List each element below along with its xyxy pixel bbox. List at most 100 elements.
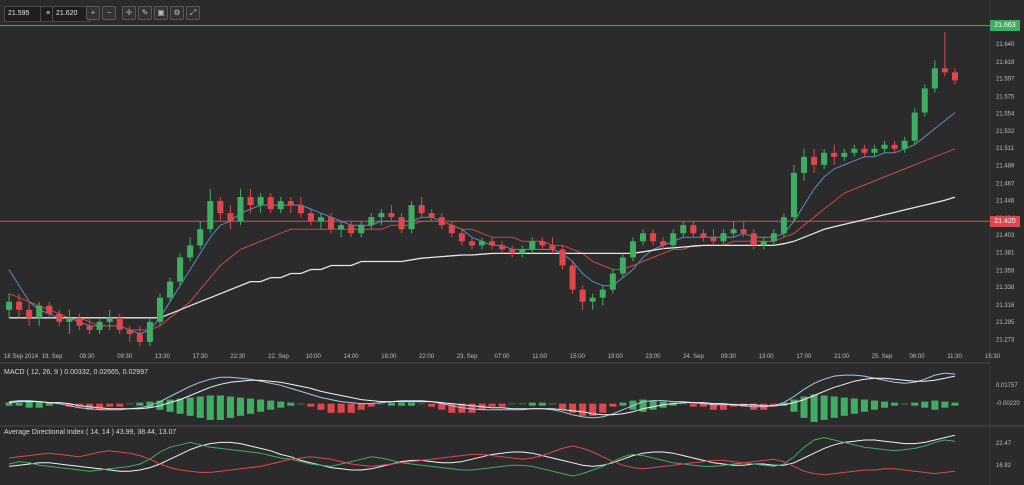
candle-body xyxy=(951,72,958,81)
x-tick-label: 15:00 xyxy=(570,354,586,360)
macd-histogram-bar xyxy=(488,403,496,407)
macd-histogram-bar xyxy=(780,402,788,406)
macd-histogram-bar xyxy=(287,402,295,406)
macd-histogram-bar xyxy=(689,403,697,407)
candle-body xyxy=(499,245,506,250)
ma_fast-line xyxy=(8,112,956,335)
x-tick-label: 17:00 xyxy=(796,354,812,360)
macd-histogram-bar xyxy=(307,403,315,407)
candle-body xyxy=(136,333,143,342)
adx-minus_di-line xyxy=(8,445,956,476)
candle-body xyxy=(46,305,53,314)
candle-body xyxy=(660,241,667,246)
x-tick-label: 22:30 xyxy=(230,354,246,360)
candle-body xyxy=(851,148,858,153)
candle-body xyxy=(438,217,445,226)
candle-body xyxy=(670,233,677,246)
macd-histogram-bar xyxy=(931,400,939,410)
candle-body xyxy=(710,237,717,242)
y-tick-label: 21.532 xyxy=(996,129,1015,135)
candle-body xyxy=(569,265,576,290)
macd-histogram-bar xyxy=(870,400,878,410)
macd-histogram-bar xyxy=(357,403,365,410)
macd-histogram-bar xyxy=(226,396,234,418)
macd-histogram-bar xyxy=(327,403,335,413)
candle-body xyxy=(891,144,898,149)
macd-histogram-bar xyxy=(850,398,858,414)
x-tick-label: 17:30 xyxy=(193,354,209,360)
candle-body xyxy=(418,205,425,214)
macd-histogram-bar xyxy=(709,403,717,410)
candle-body xyxy=(801,156,808,173)
candle-body xyxy=(307,213,314,222)
candle-body xyxy=(187,245,194,258)
candle-body xyxy=(126,329,133,334)
macd-histogram-bar xyxy=(236,397,245,416)
macd-histogram-bar xyxy=(538,402,546,406)
macd-histogram-bar xyxy=(800,396,808,418)
macd-histogram-bar xyxy=(860,399,868,412)
x-tick-label: 19. Sep xyxy=(42,354,63,360)
ask-price: 21.620 xyxy=(52,6,90,22)
x-tick-label: 09:30 xyxy=(117,354,133,360)
candle-body xyxy=(509,249,516,254)
x-tick-label: 21:00 xyxy=(834,354,850,360)
candle-body xyxy=(358,225,365,234)
macd-histogram-bar xyxy=(891,402,899,406)
candle-body xyxy=(780,217,787,234)
macd-histogram-bar xyxy=(951,402,959,406)
y-tick-label: 21.316 xyxy=(996,303,1015,309)
fullscreen-icon[interactable]: ⤢ xyxy=(186,6,200,20)
candle-body xyxy=(489,241,496,246)
candle-body xyxy=(156,297,163,322)
macd-histogram-bar xyxy=(941,401,949,408)
bid-price: 21.595 xyxy=(4,6,42,22)
drawing-icon[interactable]: ✎ xyxy=(138,6,152,20)
candle-body xyxy=(740,229,747,234)
x-tick-label: 25. Sep xyxy=(872,354,893,360)
macd-histogram-bar xyxy=(901,403,909,405)
macd-histogram-bar xyxy=(518,403,526,405)
candle-body xyxy=(197,229,204,246)
candle-body xyxy=(619,257,626,274)
macd-histogram-bar xyxy=(146,401,154,408)
candle-body xyxy=(388,213,395,218)
candle-body xyxy=(811,156,818,165)
y-tick-label: 21.511 xyxy=(996,146,1015,152)
candle-body xyxy=(217,201,224,214)
macd-histogram-bar xyxy=(639,399,647,412)
candle-body xyxy=(871,148,878,153)
crosshair-icon[interactable]: ✛ xyxy=(122,6,136,20)
y-tick-label: 21.338 xyxy=(996,285,1015,291)
macd-histogram-bar xyxy=(277,401,285,408)
macd-histogram-bar xyxy=(156,400,164,410)
candle-body xyxy=(297,205,304,214)
candle-body xyxy=(911,112,918,141)
macd-histogram-bar xyxy=(337,403,345,413)
settings-icon[interactable]: ⚙ xyxy=(170,6,184,20)
zoom-out-icon[interactable]: − xyxy=(102,6,116,20)
macd-histogram-bar xyxy=(166,399,174,412)
candle-body xyxy=(26,309,33,318)
candle-body xyxy=(317,217,325,222)
zoom-in-icon[interactable]: + xyxy=(86,6,100,20)
x-tick-label: 23. Sep xyxy=(457,354,478,360)
macd-label: MACD ( 12, 26, 9 ) 0.00332, 0.02665, 0.0… xyxy=(4,369,148,376)
x-tick-label: 18 Sep 2014 xyxy=(4,354,39,360)
candle-body xyxy=(227,213,234,222)
macd-histogram-bar xyxy=(881,401,889,408)
macd-histogram-bar xyxy=(126,403,134,405)
macd-histogram-bar xyxy=(96,403,104,410)
macd-histogram-bar xyxy=(599,403,607,413)
screenshot-icon[interactable]: ▣ xyxy=(154,6,168,20)
macd-histogram-bar xyxy=(528,402,536,406)
macd-histogram-bar xyxy=(45,402,53,406)
macd-histogram-bar xyxy=(770,403,778,407)
macd-histogram-bar xyxy=(679,403,687,405)
candle-body xyxy=(579,289,586,302)
candle-body xyxy=(609,273,616,290)
candle-body xyxy=(549,245,556,250)
macd-histogram-bar xyxy=(579,403,587,416)
